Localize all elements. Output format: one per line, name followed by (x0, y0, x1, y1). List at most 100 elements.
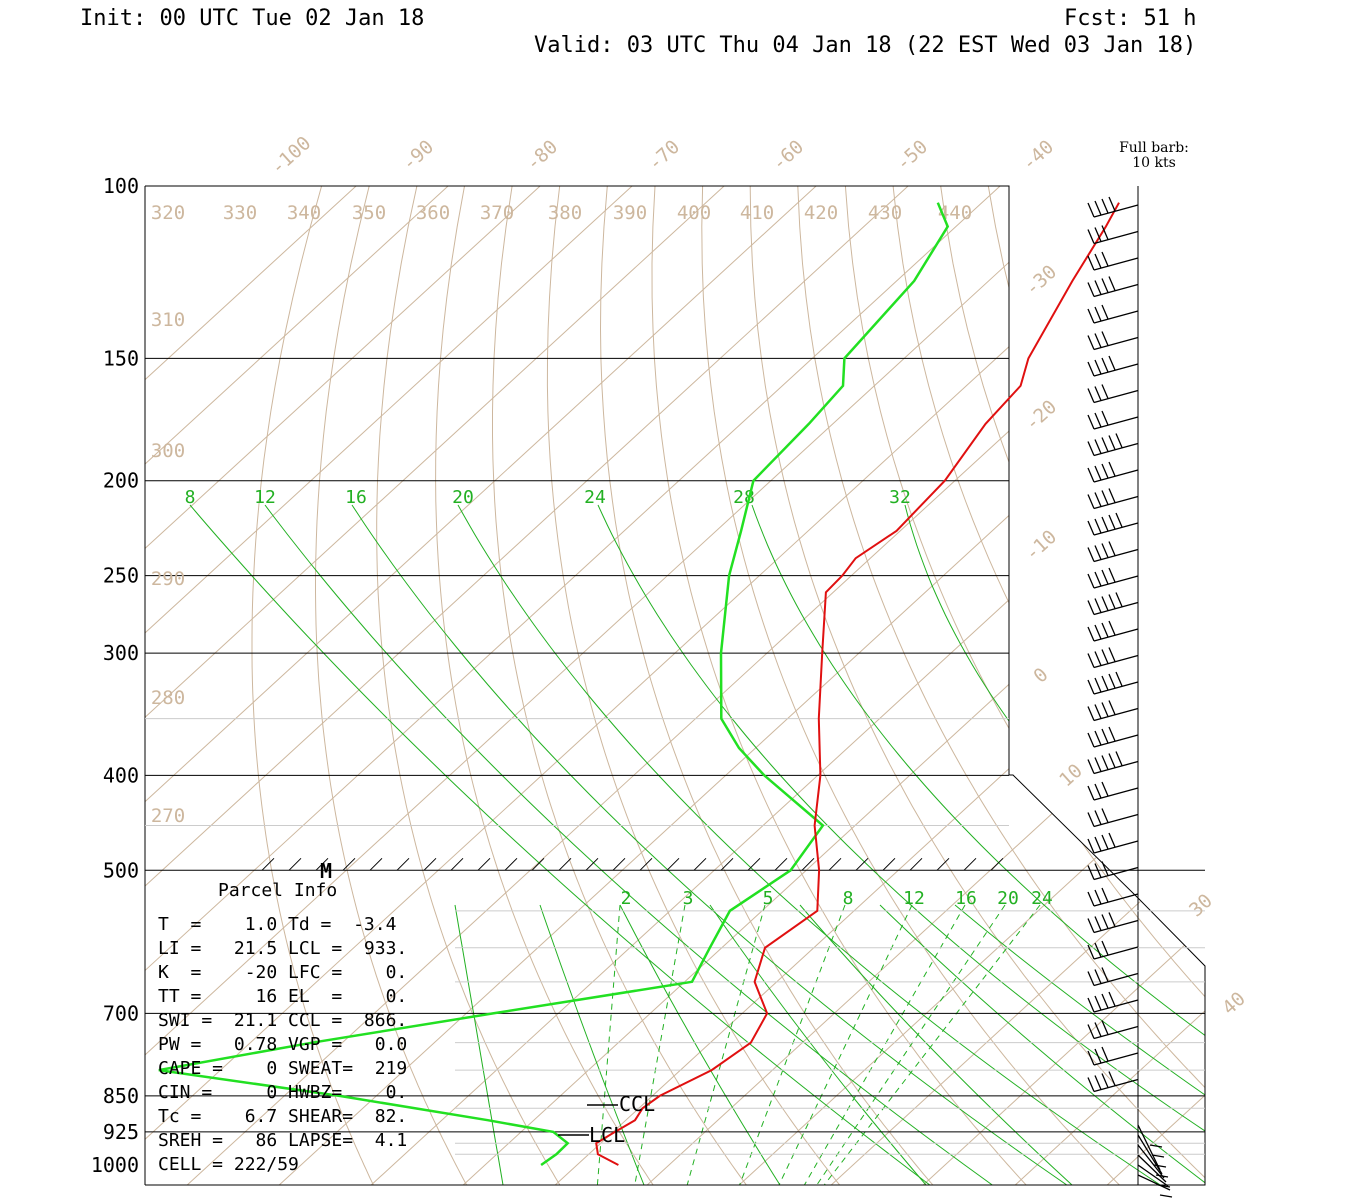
isotherm-label: -30 (1021, 261, 1061, 300)
dry-adiabat-line (796, 186, 1205, 1185)
wind-barb (1087, 384, 1139, 404)
isotherm-label: 10 (1055, 760, 1087, 792)
pressure-label: 200 (103, 469, 139, 493)
theta-label: 310 (151, 309, 185, 331)
dry-adiabat-line (842, 186, 1205, 1185)
hatch-mark (504, 857, 518, 871)
wind-barb (1087, 781, 1139, 801)
mixing-ratio-line (596, 904, 621, 1185)
theta-e-label: 12 (254, 487, 276, 508)
isotherm-label: 40 (1218, 988, 1250, 1020)
isotherm-label: -10 (1021, 526, 1061, 565)
wind-barb (1087, 331, 1139, 351)
barb-legend-line2: 10 kts (1132, 155, 1176, 171)
dry-adiabat-line (935, 186, 1205, 1185)
isotherm-label: -100 (267, 132, 316, 179)
ccl-label: CCL (619, 1092, 655, 1116)
mixing-ratio-label: 3 (683, 888, 694, 909)
wind-barb (1087, 967, 1139, 987)
mixing-ratio-label: 12 (903, 888, 925, 909)
pressure-label: 250 (103, 564, 139, 588)
wind-barb (1087, 751, 1139, 775)
hatch-mark (477, 857, 491, 871)
hatch-mark (396, 857, 410, 871)
wind-barb (1087, 620, 1139, 642)
theta-e-curve (351, 504, 1068, 1185)
isotherm-line (145, 186, 590, 1185)
mixing-ratio-line (739, 904, 846, 1185)
isotherm-line (145, 186, 774, 1185)
theta-e-curve (189, 504, 931, 1185)
theta-e-label: 32 (889, 487, 911, 508)
pressure-label: 500 (103, 858, 139, 882)
dry-adiabat-line (1259, 141, 1350, 1186)
isotherm-label: 0 (1029, 664, 1052, 688)
theta-label: 350 (352, 202, 386, 224)
hatch-mark (693, 857, 707, 871)
hatch-500 (261, 857, 1004, 871)
parcel-info-row: CELL = 222/59 (158, 1154, 299, 1175)
wind-barb (1087, 940, 1139, 960)
parcel-info-row: K = -20 LFC = 0. (158, 962, 407, 983)
mixing-ratio-curves (454, 904, 1205, 1185)
isotherm-line (278, 186, 1205, 1185)
dry-adiabat-line (1166, 186, 1205, 1185)
theta-label: 330 (223, 202, 257, 224)
theta-label: 410 (740, 202, 774, 224)
wind-barb (1087, 512, 1139, 536)
isotherm-line (462, 186, 1205, 1185)
hatch-mark (315, 857, 329, 871)
mixing-ratio-line (823, 904, 1041, 1185)
theta-label: 430 (868, 202, 902, 224)
isotherm-line (145, 186, 1142, 1185)
moist-adiabat-curve (879, 904, 1205, 1184)
parcel-info-row: T = 1.0 Td = -3.4 (158, 914, 396, 935)
theta-label: 380 (548, 202, 582, 224)
lcl-label: LCL (589, 1123, 625, 1147)
parcel-info-row: PW = 0.78 VGP = 0.0 (158, 1034, 407, 1055)
hatch-mark (369, 857, 383, 871)
hatch-mark (801, 857, 815, 871)
mixing-ratio-line (816, 904, 1006, 1185)
moist-adiabat-curve (709, 904, 927, 1185)
theta-label: 270 (151, 805, 185, 827)
hatch-mark (450, 857, 464, 871)
wind-barb (1087, 726, 1139, 748)
hatch-mark (666, 857, 680, 871)
parcel-info-row: CIN = 0 HWBZ= 0. (158, 1082, 407, 1103)
theta-e-curve (457, 504, 1161, 1185)
wind-barb (1087, 700, 1139, 722)
barb-legend-line1: Full barb: (1119, 140, 1189, 156)
hatch-mark (990, 857, 1004, 871)
isotherm-label: -70 (644, 136, 684, 175)
theta-e-curve (597, 504, 1205, 1185)
wind-barb (1087, 567, 1139, 589)
isotherm-line (145, 186, 498, 1185)
theta-e-curve (264, 504, 993, 1185)
mixing-ratio-label: 20 (997, 888, 1019, 909)
parcel-info-row: Tc = 6.7 SHEAR= 82. (158, 1106, 407, 1127)
isotherm-line (145, 186, 682, 1185)
wind-barb (1087, 671, 1139, 695)
mixing-ratio-label: 16 (955, 888, 977, 909)
wind-barb (1087, 433, 1139, 457)
wind-barb (1087, 410, 1139, 430)
isotherm-label: -40 (1018, 136, 1058, 175)
moist-adiabat-curve (954, 904, 1205, 1096)
wind-barb (1087, 251, 1139, 271)
isotherm-label: -80 (522, 136, 562, 175)
moist-adiabat-curve (454, 904, 504, 1185)
hatch-mark (342, 857, 356, 871)
wind-barb (1087, 1071, 1139, 1093)
init-time: Init: 00 UTC Tue 02 Jan 18 (80, 6, 424, 31)
pressure-label: 1000 (91, 1153, 139, 1177)
isotherm-line (738, 186, 1205, 1185)
mixing-ratio-label: 24 (1031, 888, 1053, 909)
hatch-mark (531, 857, 545, 871)
hatch-mark (774, 857, 788, 871)
wind-barb (1087, 1046, 1139, 1066)
hatch-mark (720, 857, 734, 871)
isotherm-label: -20 (1021, 396, 1061, 435)
wind-barb (1087, 592, 1139, 616)
